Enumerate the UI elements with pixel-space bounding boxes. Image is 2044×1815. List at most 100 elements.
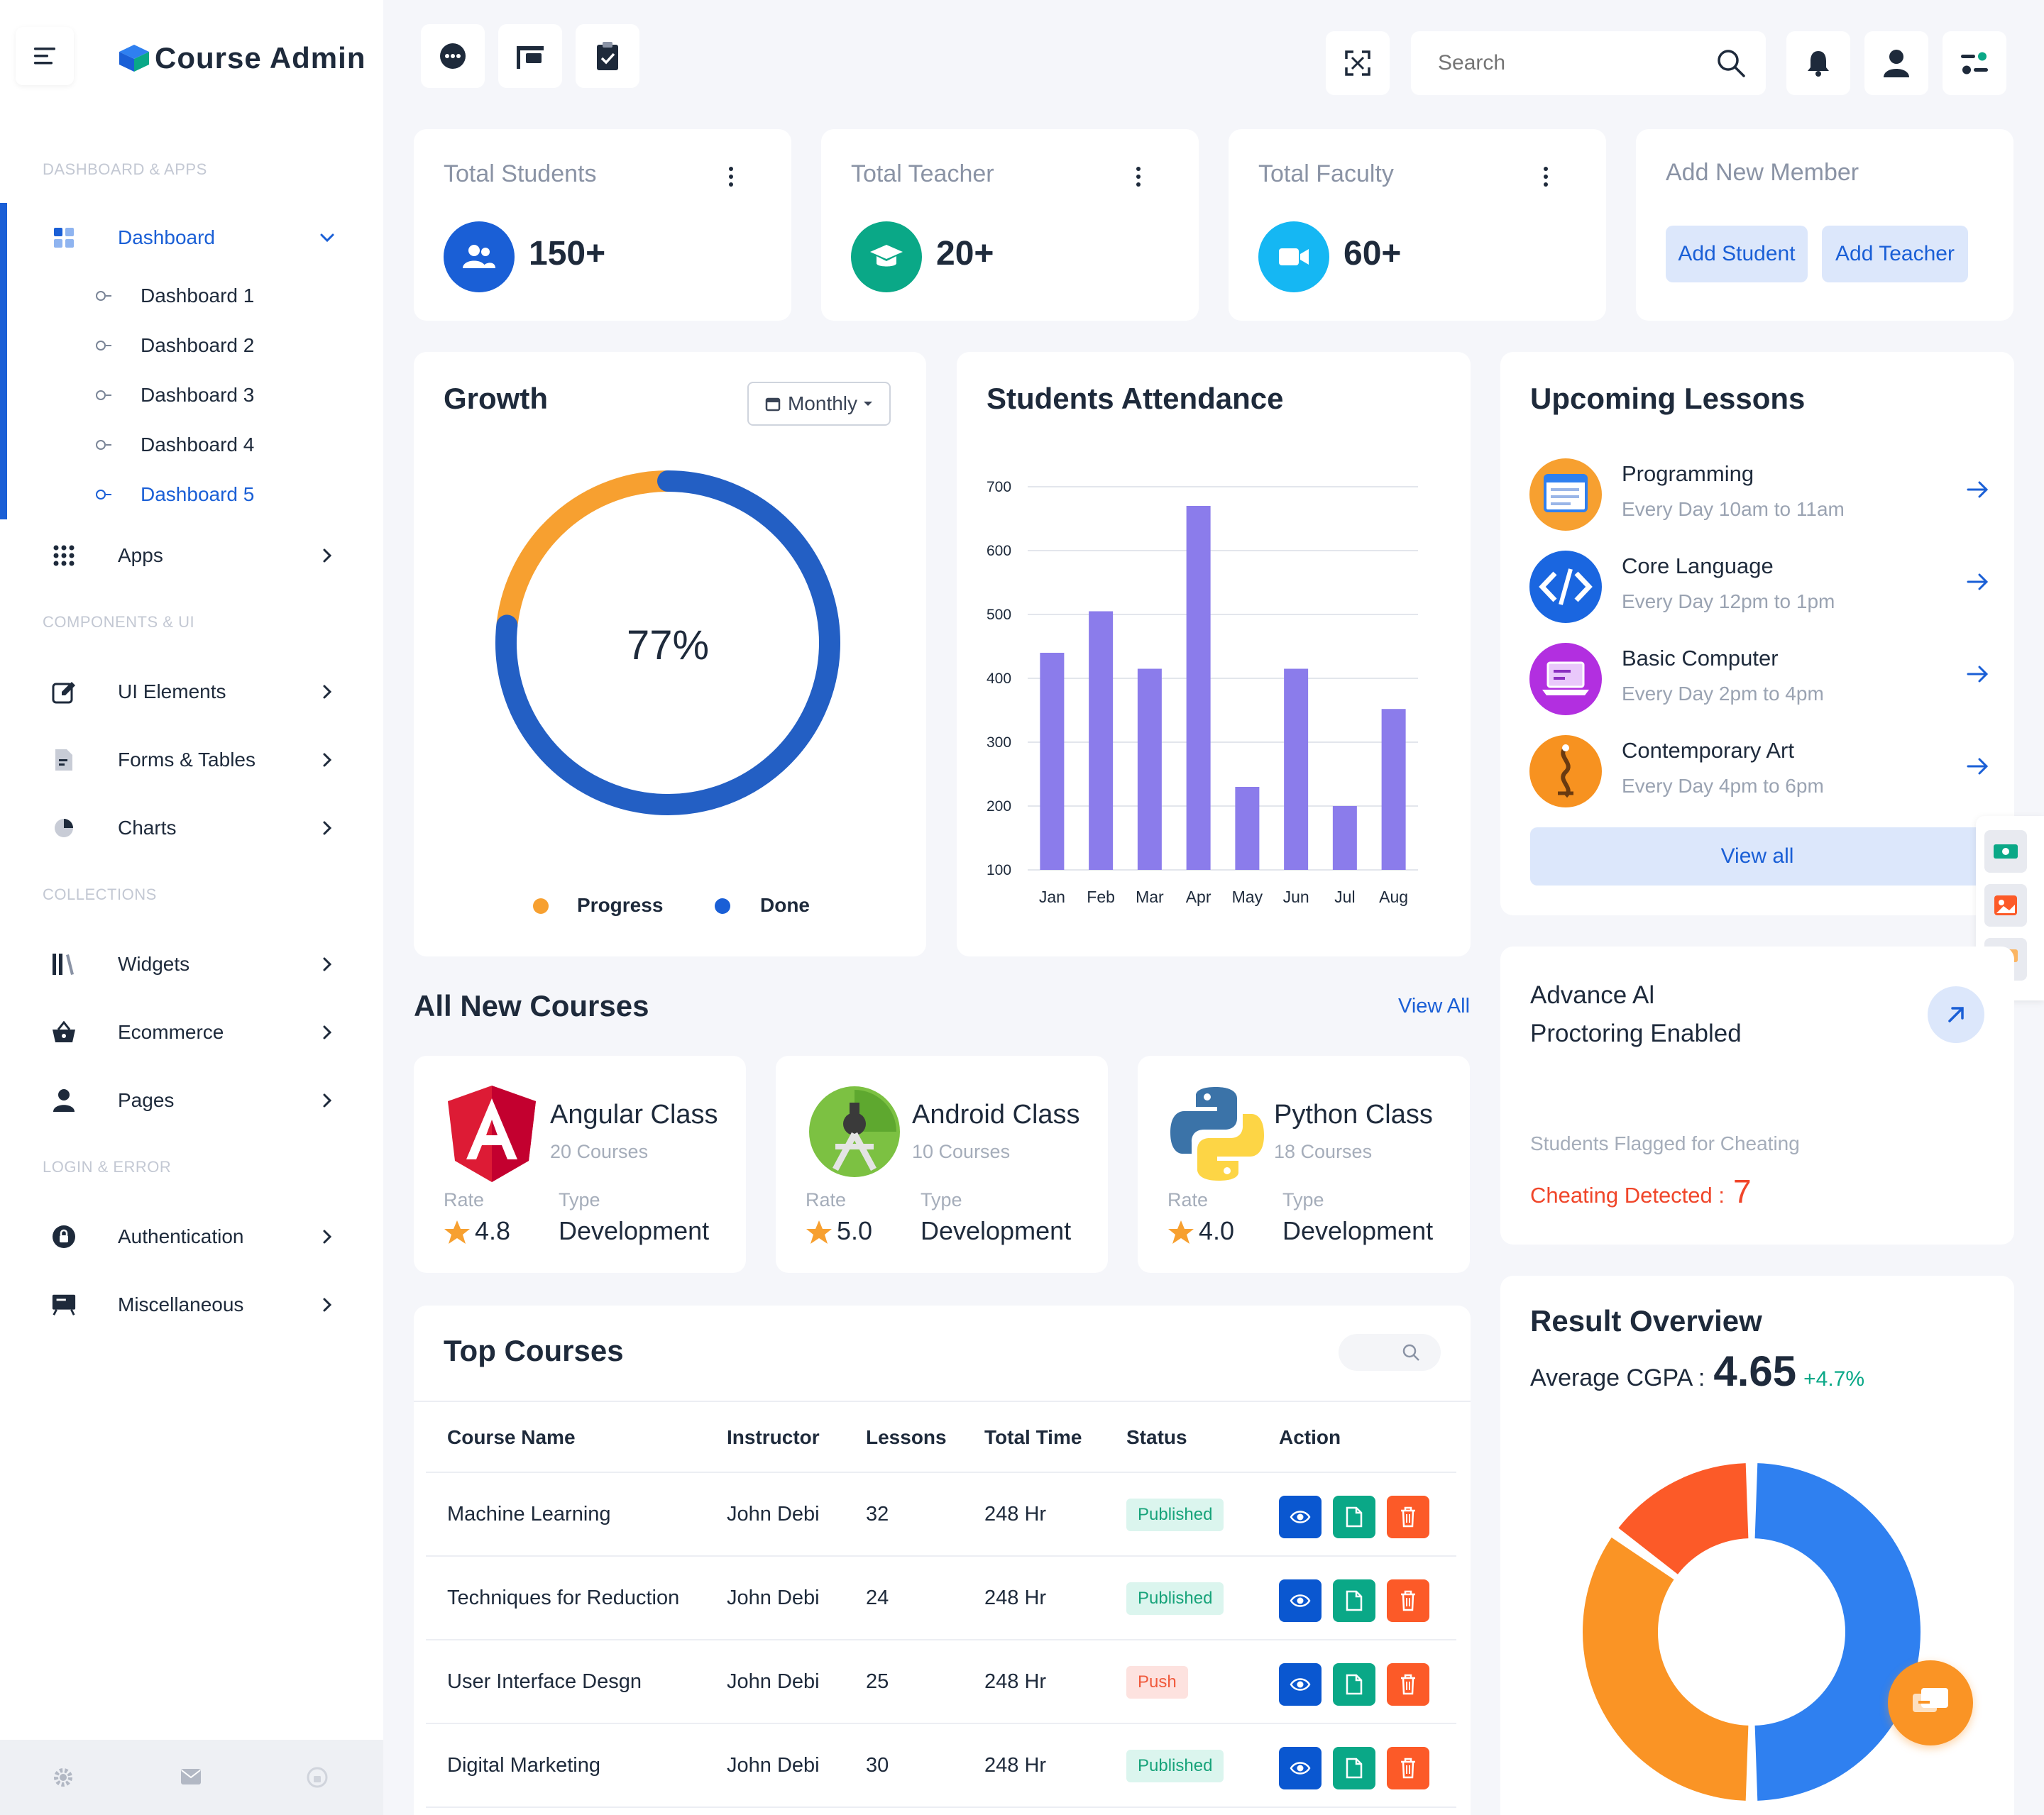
- lesson-item-programming[interactable]: Programming Every Day 10am to 11am: [1529, 458, 1991, 536]
- search-icon[interactable]: [1716, 48, 1746, 78]
- chat-button[interactable]: [421, 24, 485, 88]
- result-donut-chart: [1583, 1463, 1921, 1801]
- cell-lessons: 25: [866, 1670, 889, 1693]
- bar-feb[interactable]: [1089, 611, 1114, 871]
- section-components-ui: COMPONENTS & UI: [43, 613, 195, 631]
- arrow-right-icon[interactable]: [1965, 477, 1991, 502]
- result-segment-blue[interactable]: [1754, 1463, 1921, 1801]
- sidebar-subitem-dashboard-4[interactable]: Dashboard 4: [0, 424, 383, 465]
- cell-total-time: 248 Hr: [984, 1754, 1047, 1777]
- open-proctoring-button[interactable]: [1928, 986, 1984, 1043]
- menu-toggle-button[interactable]: [16, 27, 74, 85]
- active-indicator: [0, 203, 7, 519]
- delete-button[interactable]: [1387, 1579, 1429, 1622]
- money-button[interactable]: [1984, 830, 2027, 873]
- x-tick-label: Feb: [1087, 888, 1115, 906]
- chat-fab-button[interactable]: [1888, 1660, 1973, 1745]
- pencil-square-icon: [51, 679, 77, 705]
- period-dropdown[interactable]: Monthly: [747, 382, 891, 426]
- edit-button[interactable]: [1333, 1496, 1375, 1538]
- sidebar-item-dashboard[interactable]: Dashboard: [0, 213, 383, 263]
- toggle-switches-icon: [1961, 52, 1988, 75]
- bar-apr[interactable]: [1186, 506, 1211, 870]
- search-input[interactable]: [1438, 48, 1693, 78]
- sidebar-item-ui-elements[interactable]: UI Elements: [0, 667, 383, 717]
- bar-mar[interactable]: [1137, 668, 1162, 871]
- lesson-item-contemporary-art[interactable]: Contemporary Art Every Day 4pm to 6pm: [1529, 735, 1991, 813]
- menu-icon: [34, 48, 55, 65]
- kebab-menu-icon[interactable]: [729, 166, 733, 187]
- edit-button[interactable]: [1333, 1579, 1375, 1622]
- add-teacher-button[interactable]: Add Teacher: [1822, 226, 1968, 282]
- edit-button[interactable]: [1333, 1663, 1375, 1706]
- sidebar-item-charts[interactable]: Charts: [0, 803, 383, 853]
- art-easel-icon: [1529, 735, 1602, 807]
- cell-course-name: User Interface Desgn: [447, 1670, 642, 1693]
- bar-jul[interactable]: [1332, 806, 1357, 870]
- settings-toggle-button[interactable]: [1943, 31, 2006, 95]
- sidebar-subitem-dashboard-2[interactable]: Dashboard 2: [0, 325, 383, 366]
- settings-icon[interactable]: [53, 1767, 74, 1788]
- lock-circle-icon[interactable]: [307, 1767, 328, 1788]
- result-segment-red[interactable]: [1618, 1463, 1749, 1575]
- view-button[interactable]: [1279, 1663, 1322, 1706]
- add-student-button[interactable]: Add Student: [1666, 226, 1808, 282]
- brand-logo[interactable]: Course Admin: [118, 41, 366, 75]
- result-segment-orange[interactable]: [1583, 1537, 1749, 1801]
- sidebar-item-widgets[interactable]: Widgets: [0, 939, 383, 989]
- cell-instructor: John Debi: [727, 1503, 820, 1526]
- sidebar-item-apps[interactable]: Apps: [0, 531, 383, 580]
- image-button[interactable]: [1984, 884, 2027, 927]
- sidebar-item-forms-tables[interactable]: Forms & Tables: [0, 735, 383, 785]
- bar-jun[interactable]: [1284, 668, 1309, 871]
- bar-aug[interactable]: [1381, 709, 1406, 870]
- flag-button[interactable]: [498, 24, 562, 88]
- lessons-view-all-button[interactable]: View all: [1530, 827, 1984, 886]
- sidebar-item-miscellaneous[interactable]: Miscellaneous: [0, 1280, 383, 1330]
- course-count: 10 Courses: [912, 1141, 1011, 1162]
- course-card-angular[interactable]: Angular Class 20 Courses Rate Type 4.8 D…: [414, 1056, 746, 1273]
- clipboard-button[interactable]: [576, 24, 639, 88]
- delete-button[interactable]: [1387, 1496, 1429, 1538]
- chat-dots-icon: [440, 43, 466, 69]
- notifications-button[interactable]: [1786, 31, 1850, 95]
- fullscreen-button[interactable]: [1326, 31, 1390, 95]
- sidebar-item-pages[interactable]: Pages: [0, 1076, 383, 1125]
- bar-may[interactable]: [1235, 787, 1260, 870]
- table-search-input[interactable]: [1339, 1334, 1441, 1371]
- sidebar-subitem-dashboard-1[interactable]: Dashboard 1: [0, 275, 383, 316]
- sidebar-subitem-dashboard-3[interactable]: Dashboard 3: [0, 375, 383, 416]
- bullet-icon: [96, 390, 111, 400]
- arrow-right-icon[interactable]: [1965, 754, 1991, 779]
- mail-icon[interactable]: [180, 1768, 202, 1785]
- course-card-android[interactable]: Android Class 10 Courses Rate Type 5.0 D…: [776, 1056, 1108, 1273]
- delete-button[interactable]: [1387, 1663, 1429, 1706]
- view-button[interactable]: [1279, 1496, 1322, 1538]
- kebab-menu-icon[interactable]: [1136, 166, 1141, 187]
- view-button[interactable]: [1279, 1747, 1322, 1789]
- cell-instructor: John Debi: [727, 1587, 820, 1609]
- course-card-python[interactable]: Python Class 18 Courses Rate Type 4.0 De…: [1138, 1056, 1470, 1273]
- new-courses-view-all-link[interactable]: View All: [1398, 995, 1471, 1017]
- lesson-item-core-language[interactable]: Core Language Every Day 12pm to 1pm: [1529, 551, 1991, 629]
- kebab-menu-icon[interactable]: [1544, 166, 1548, 187]
- course-count: 18 Courses: [1274, 1141, 1373, 1162]
- edit-button[interactable]: [1333, 1747, 1375, 1789]
- cheating-detected-value: 7: [1733, 1173, 1752, 1210]
- lessons-title: Upcoming Lessons: [1530, 382, 1806, 415]
- sidebar-item-ecommerce[interactable]: Ecommerce: [0, 1008, 383, 1057]
- lesson-item-basic-computer[interactable]: Basic Computer Every Day 2pm to 4pm: [1529, 643, 1991, 721]
- bar-jan[interactable]: [1040, 653, 1065, 870]
- search-box[interactable]: [1411, 31, 1766, 95]
- delete-button[interactable]: [1387, 1747, 1429, 1789]
- lesson-time: Every Day 10am to 11am: [1622, 498, 1845, 520]
- view-button[interactable]: [1279, 1579, 1322, 1622]
- sidebar-subitem-dashboard-5[interactable]: Dashboard 5: [0, 474, 383, 515]
- sidebar-item-authentication[interactable]: Authentication: [0, 1212, 383, 1262]
- arrow-right-icon[interactable]: [1965, 569, 1991, 595]
- growth-title: Growth: [444, 382, 548, 415]
- profile-button[interactable]: [1864, 31, 1928, 95]
- library-icon: [51, 951, 77, 977]
- user-avatar-icon: [1884, 50, 1909, 77]
- arrow-right-icon[interactable]: [1965, 661, 1991, 687]
